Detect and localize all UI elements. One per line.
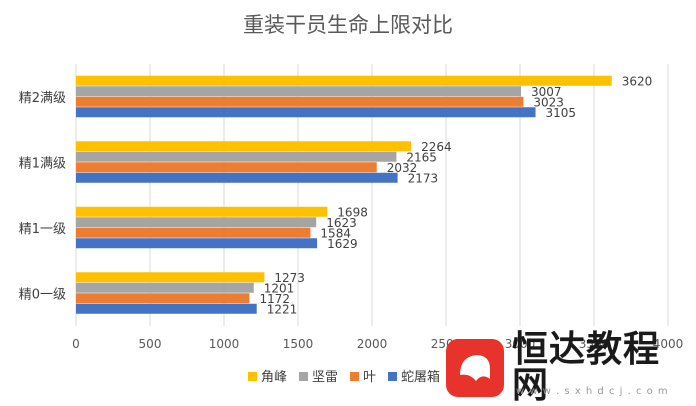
category-label: 精0一级 [19,287,66,302]
watermark-logo-icon [446,339,504,397]
data-label: 1201 [264,281,295,295]
x-tick-label: 3000 [505,337,536,351]
watermark-url: w w w . s x h d c j . c o m [516,386,669,397]
legend-label: 蛇屠箱 [401,369,440,385]
bar [76,206,328,217]
category-label: 精2满级 [19,91,66,106]
bar [76,293,250,304]
data-label: 1273 [274,271,305,285]
category-label: 精1一级 [19,222,66,237]
bar [76,107,536,118]
data-label: 3023 [533,95,564,109]
data-label: 1629 [327,237,358,251]
data-label: 1623 [326,216,357,230]
data-label: 1172 [259,292,290,306]
x-tick-label: 2000 [357,337,388,351]
data-label: 3620 [622,74,653,88]
data-label: 3105 [546,106,577,120]
bar [76,217,317,228]
bar [76,162,377,173]
legend-label: 坚雷 [312,370,338,385]
legend-swatch [299,372,308,381]
bar [76,141,412,152]
data-label: 1698 [337,205,368,219]
bar [76,96,524,107]
data-label: 2264 [421,140,452,154]
data-label: 2165 [406,150,437,164]
bars [76,75,612,314]
bar [76,86,522,97]
bar [76,151,397,162]
legend-label: 叶 [363,370,376,385]
data-label: 1221 [267,302,298,316]
x-tick-label: 0 [72,337,80,351]
x-axis-ticks: 0 500 1000 1500 2000 2500 3000 3500 4000 [72,337,683,351]
bar [76,272,265,283]
data-label: 2032 [387,161,418,175]
legend-label: 角峰 [261,370,287,385]
x-tick-label: 3500 [579,337,610,351]
legend-swatch [388,372,397,381]
x-tick-label: 1000 [209,337,240,351]
data-label: 2173 [408,171,439,185]
bar [76,238,318,249]
legend-swatch [248,372,257,381]
watermark-text: 恒达教程网 [512,329,661,406]
bar [76,75,612,86]
watermark: 恒达教程网 w w w . s x h d c j . c o m [446,329,692,406]
x-tick-label: 1500 [283,337,314,351]
bar [76,227,311,238]
x-tick-label: 4000 [653,337,684,351]
legend-swatch [350,372,359,381]
bar [76,303,257,314]
bar [76,172,398,183]
category-label: 精1满级 [19,156,66,171]
x-tick-label: 500 [139,337,162,351]
bar [76,282,254,293]
data-label: 3007 [531,85,562,99]
data-label: 1584 [320,226,351,240]
chart-title: 重装干员生命上限对比 [243,13,453,37]
legend: 角峰 坚雷 叶 蛇屠箱 [248,369,440,385]
